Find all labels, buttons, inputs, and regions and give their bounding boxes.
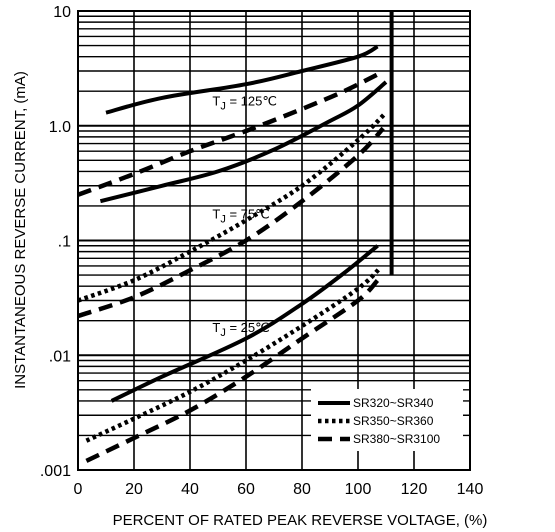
x-tick-label: 80: [293, 481, 311, 498]
x-tick-label: 140: [457, 481, 484, 498]
x-axis-title: PERCENT OF RATED PEAK REVERSE VOLTAGE, (…: [113, 512, 488, 529]
series-dotted-curve-6: [85, 265, 383, 443]
temperature-label-1: TJ = 75℃: [212, 207, 269, 226]
y-tick-label: .1: [58, 234, 71, 251]
legend-label: SR380~SR3100: [353, 432, 440, 446]
legend-box: [311, 389, 463, 451]
tick-labels: 0 20 40 60 80 100 120 140 .001 .01 .1 1.0 10: [40, 4, 484, 498]
y-tick-label: 1.0: [49, 119, 71, 136]
series-solid-curve-2: [99, 80, 388, 204]
series-dashed-curve-1: [77, 72, 379, 197]
grid-lines: [77, 11, 471, 471]
series-dashed-curve-7: [85, 278, 380, 463]
x-tick-label: 120: [401, 481, 428, 498]
x-tick-label: 20: [125, 481, 143, 498]
x-tick-label: 100: [345, 481, 372, 498]
y-tick-label: 10: [53, 4, 71, 21]
series-dotted-curve-3: [77, 111, 388, 303]
legend: SR320~SR340 SR350~SR360 SR380~SR3100: [311, 389, 463, 451]
y-tick-label: .001: [40, 463, 71, 480]
plot-frame: [77, 10, 471, 471]
temperature-annotations: TJ = 125℃ TJ = 75℃ TJ = 25℃: [212, 94, 277, 339]
series-dashed-curve-4: [77, 126, 385, 319]
x-tick-label: 0: [74, 481, 83, 498]
series-solid-curve-0: [105, 44, 379, 115]
temperature-label-0: TJ = 125℃: [212, 94, 277, 113]
series-layer: [77, 11, 394, 463]
series-solid-curve-5: [110, 244, 379, 403]
x-tick-label: 40: [181, 481, 199, 498]
y-tick-label: .01: [49, 348, 71, 365]
legend-label: SR320~SR340: [353, 396, 434, 410]
legend-label: SR350~SR360: [353, 414, 434, 428]
x-tick-label: 60: [237, 481, 255, 498]
temperature-label-2: TJ = 25℃: [212, 320, 269, 339]
y-axis-title: INSTANTANEOUS REVERSE CURRENT, (mA): [12, 71, 29, 389]
